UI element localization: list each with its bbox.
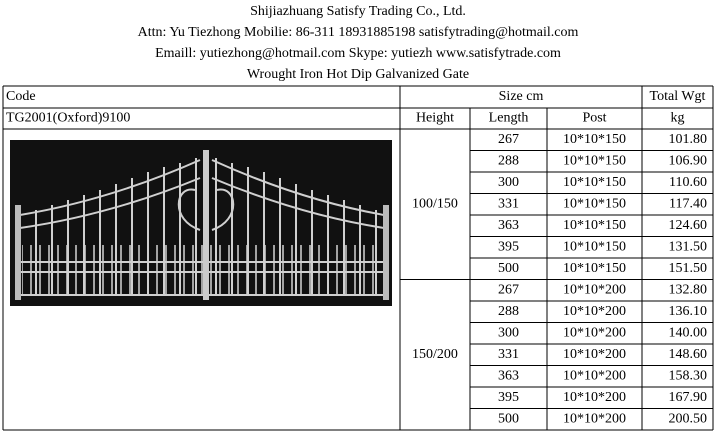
size-label: Size cm (499, 89, 544, 104)
length-cell: 288 (498, 304, 519, 319)
length-cell: 331 (498, 347, 519, 362)
post-cell: 10*10*150 (563, 261, 626, 276)
weight-unit: kg (671, 111, 685, 126)
length-cell: 300 (498, 325, 519, 340)
weight-cell: 131.50 (669, 239, 708, 254)
attn-line: Attn: Yu Tiezhong Mobilie: 86-311 189318… (138, 25, 579, 40)
weight-label: Total Wgt (650, 89, 706, 104)
length-cell: 288 (498, 153, 519, 168)
height-cell: 100/150 (412, 196, 458, 211)
gate-image (10, 140, 392, 306)
length-cell: 267 (498, 132, 519, 147)
weight-cell: 110.60 (669, 175, 707, 190)
post-cell: 10*10*200 (563, 347, 626, 362)
weight-cell: 158.30 (669, 368, 708, 383)
post-cell: 10*10*150 (563, 239, 626, 254)
length-cell: 363 (498, 218, 519, 233)
weight-cell: 151.50 (669, 261, 708, 276)
post-cell: 10*10*200 (563, 304, 626, 319)
length-cell: 395 (498, 239, 519, 254)
length-cell: 300 (498, 175, 519, 190)
length-cell: 395 (498, 390, 519, 405)
length-cell: 500 (498, 411, 519, 426)
weight-cell: 167.90 (669, 390, 708, 405)
weight-cell: 106.90 (669, 153, 708, 168)
table-grid (2, 85, 714, 431)
weight-cell: 148.60 (669, 347, 708, 362)
length-cell: 500 (498, 261, 519, 276)
post-label: Post (582, 111, 606, 126)
weight-cell: 200.50 (669, 411, 708, 426)
weight-cell: 124.60 (669, 218, 708, 233)
post-cell: 10*10*150 (563, 153, 626, 168)
post-cell: 10*10*150 (563, 196, 626, 211)
post-cell: 10*10*200 (563, 325, 626, 340)
length-cell: 267 (498, 282, 519, 297)
company-name: Shijiazhuang Satisfy Trading Co., Ltd. (250, 4, 466, 19)
post-cell: 10*10*200 (563, 368, 626, 383)
post-cell: 10*10*200 (563, 282, 626, 297)
code-value: TG2001(Oxford)9100 (6, 111, 130, 126)
code-label: Code (6, 89, 36, 104)
height-label: Height (416, 111, 454, 126)
post-cell: 10*10*200 (563, 411, 626, 426)
weight-cell: 136.10 (669, 304, 708, 319)
contact-line: Emaill: yutiezhong@hotmail.com Skype: yu… (155, 46, 561, 61)
height-cell: 150/200 (412, 347, 458, 362)
length-cell: 363 (498, 368, 519, 383)
weight-cell: 117.40 (669, 196, 707, 211)
length-label: Length (489, 111, 529, 126)
weight-cell: 132.80 (669, 282, 708, 297)
post-cell: 10*10*150 (563, 175, 626, 190)
post-cell: 10*10*200 (563, 390, 626, 405)
weight-cell: 140.00 (669, 325, 708, 340)
product-title: Wrought Iron Hot Dip Galvanized Gate (247, 67, 469, 82)
post-cell: 10*10*150 (563, 132, 626, 147)
post-cell: 10*10*150 (563, 218, 626, 233)
weight-cell: 101.80 (669, 132, 708, 147)
length-cell: 331 (498, 196, 519, 211)
